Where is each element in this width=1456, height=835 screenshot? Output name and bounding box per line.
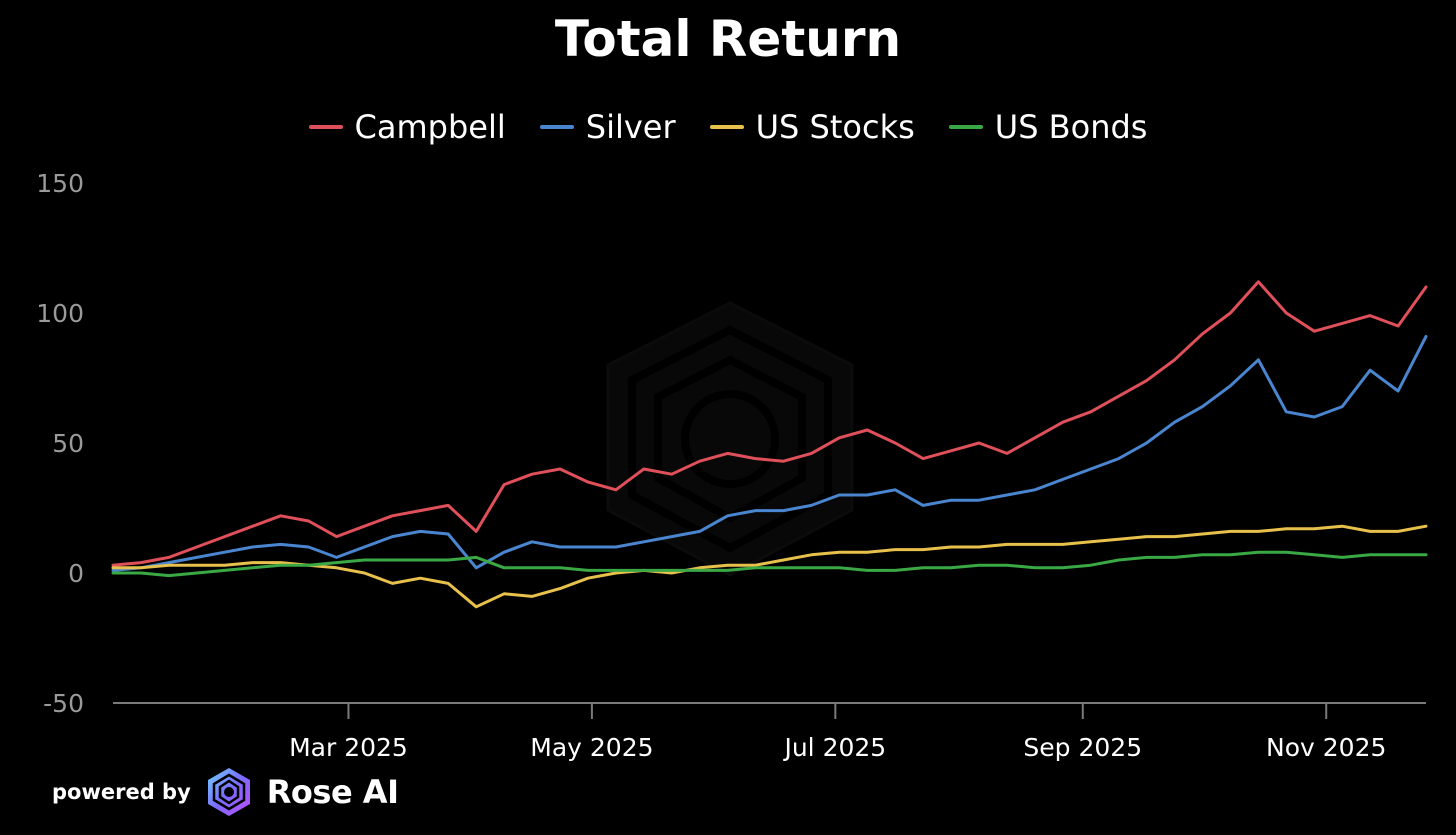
y-tick-label: 0 [68,559,84,588]
legend-item-silver: Silver [539,108,676,146]
powered-by-text: powered by [52,780,191,804]
y-tick-label: 50 [52,429,84,458]
legend-label-campbell: Campbell [354,108,506,146]
rose-ai-logo-icon [207,768,250,816]
legend-label-us-stocks: US Stocks [755,108,915,146]
chart-legend: Campbell Silver US Stocks US Bonds [0,108,1456,146]
series-line-us-stocks [111,524,1428,609]
legend-label-us-bonds: US Bonds [994,108,1148,146]
rose-ai-watermark-icon [606,301,854,577]
series-line-campbell [111,280,1428,567]
legend-swatch-us-stocks [709,125,744,129]
series-line-silver [111,334,1428,572]
legend-item-us-bonds: US Bonds [948,108,1148,146]
y-tick-label: -50 [43,689,84,718]
x-tick-label: Jul 2025 [782,733,886,762]
legend-swatch-silver [539,125,574,129]
footer-branding: powered by Rose AI [52,766,399,818]
y-tick-label: 150 [36,169,84,198]
x-tick-label: May 2025 [530,733,653,762]
y-tick-label: 100 [36,299,84,328]
series-line-us-bonds [111,550,1428,578]
legend-label-silver: Silver [585,108,676,146]
x-tick-label: Sep 2025 [1023,733,1142,762]
x-tick-label: Nov 2025 [1266,733,1386,762]
x-tick-label: Mar 2025 [289,733,408,762]
brand-name: Rose AI [266,773,399,811]
chart-title: Total Return [554,10,902,68]
legend-item-campbell: Campbell [308,108,506,146]
legend-swatch-us-bonds [948,125,983,129]
legend-item-us-stocks: US Stocks [709,108,915,146]
legend-swatch-campbell [308,125,343,129]
